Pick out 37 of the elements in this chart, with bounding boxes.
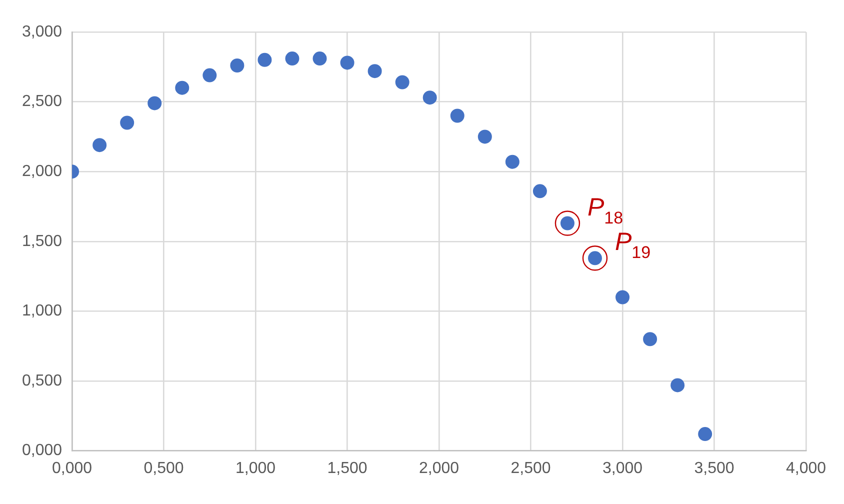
x-tick-label: 2,000	[418, 460, 460, 477]
point	[698, 427, 712, 442]
y-tick-label: 0,000	[22, 442, 62, 460]
point	[505, 154, 520, 169]
point	[340, 56, 354, 70]
point	[148, 96, 162, 110]
point	[230, 58, 244, 73]
point	[258, 52, 272, 67]
x-tick-label: 3,500	[694, 460, 734, 477]
point	[670, 378, 685, 392]
point	[312, 52, 327, 66]
x-tick-label: 4,000	[786, 460, 826, 477]
point	[92, 138, 107, 152]
x-tick-label: 2,500	[510, 460, 551, 477]
x-tick-label: 0,000	[52, 460, 92, 477]
point	[616, 290, 630, 304]
x-tick-label: 3,000	[602, 460, 643, 477]
point	[120, 116, 134, 130]
point	[422, 90, 437, 105]
y-tick-label: 1,000	[22, 302, 62, 320]
y-tick-label: 3,000	[22, 23, 62, 40]
x-tick-label: 0,500	[144, 460, 184, 477]
point	[643, 332, 658, 346]
y-tick-label: 2,000	[22, 163, 62, 180]
point	[532, 184, 547, 198]
y-tick-label: 1,500	[22, 232, 62, 250]
point	[285, 52, 300, 66]
point	[478, 130, 492, 144]
point	[395, 75, 410, 90]
point	[368, 64, 382, 78]
point	[175, 80, 190, 95]
y-tick-label: 0,500	[22, 372, 62, 390]
y-tick-label: 2,500	[22, 93, 62, 110]
point	[450, 108, 464, 123]
point	[202, 68, 217, 82]
x-tick-label: 1,000	[236, 460, 276, 477]
x-tick-label: 1,500	[327, 460, 368, 477]
